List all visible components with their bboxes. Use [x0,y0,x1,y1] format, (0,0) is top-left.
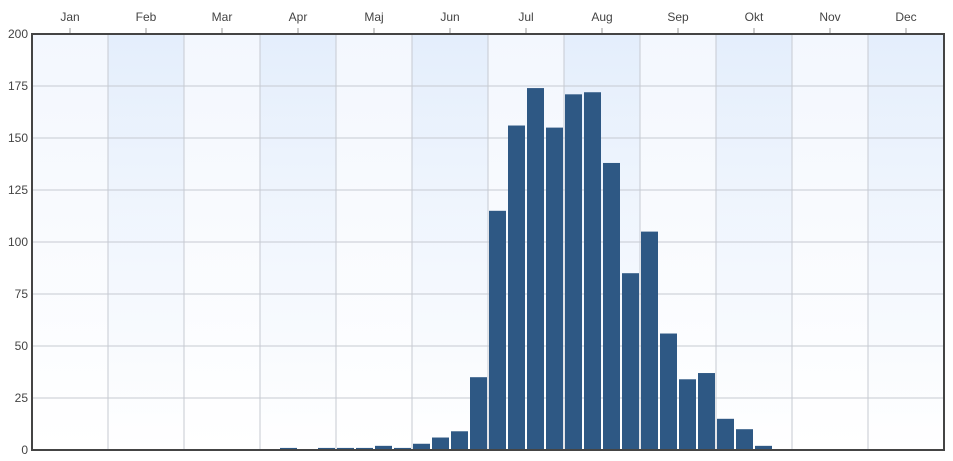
histogram-bar [394,447,411,450]
x-tick-label: Nov [819,10,840,24]
x-tick-label: Dec [895,10,916,24]
x-axis-month-labels: Jan Feb Mar Apr Maj Jun Jul Aug Sep Okt Nov Dec [60,10,917,33]
x-tick-label: Apr [289,10,308,24]
x-tick-label: Jul [518,10,533,24]
histogram-bar [717,418,734,450]
y-tick-label: 150 [8,131,28,145]
histogram-bar [679,379,696,450]
x-tick-label: Jan [60,10,79,24]
y-tick-label: 0 [21,443,28,457]
histogram-bar [698,373,715,450]
y-tick-label: 50 [15,339,29,353]
histogram-bar [755,445,772,450]
bar-series [280,88,772,451]
x-tick-label: Sep [667,10,689,24]
histogram-bar [413,443,430,450]
histogram-bar [432,437,449,450]
x-tick-label: Mar [212,10,233,24]
histogram-bar [565,94,582,450]
y-tick-label: 100 [8,235,28,249]
histogram-bar [375,445,392,450]
x-tick-label: Okt [745,10,764,24]
histogram-bar [318,447,335,450]
histogram-bar [337,447,354,450]
histogram-bar [622,273,639,450]
histogram-bar [451,431,468,450]
y-tick-label: 200 [8,27,28,41]
histogram-bar [736,429,753,450]
y-tick-label: 175 [8,79,28,93]
histogram-bar [546,127,563,450]
histogram-bar [603,162,620,450]
histogram-bar [527,88,544,450]
x-tick-label: Jun [440,10,459,24]
x-tick-label: Feb [136,10,157,24]
histogram-bar [660,333,677,450]
histogram-bar [508,125,525,451]
y-tick-label: 25 [15,391,29,405]
x-tick-label: Aug [591,10,612,24]
y-tick-label: 125 [8,183,28,197]
y-tick-label: 75 [15,287,29,301]
histogram-bar [584,92,601,451]
histogram-bar [356,447,373,450]
plot-frame [31,33,945,451]
histogram-bar [280,447,297,450]
histogram-bar [641,231,658,450]
histogram-bar [470,377,487,450]
histogram-bar [489,210,506,450]
y-axis-tick-labels: 0 25 50 75 100 125 150 175 200 [8,27,28,457]
x-tick-label: Maj [364,10,383,24]
